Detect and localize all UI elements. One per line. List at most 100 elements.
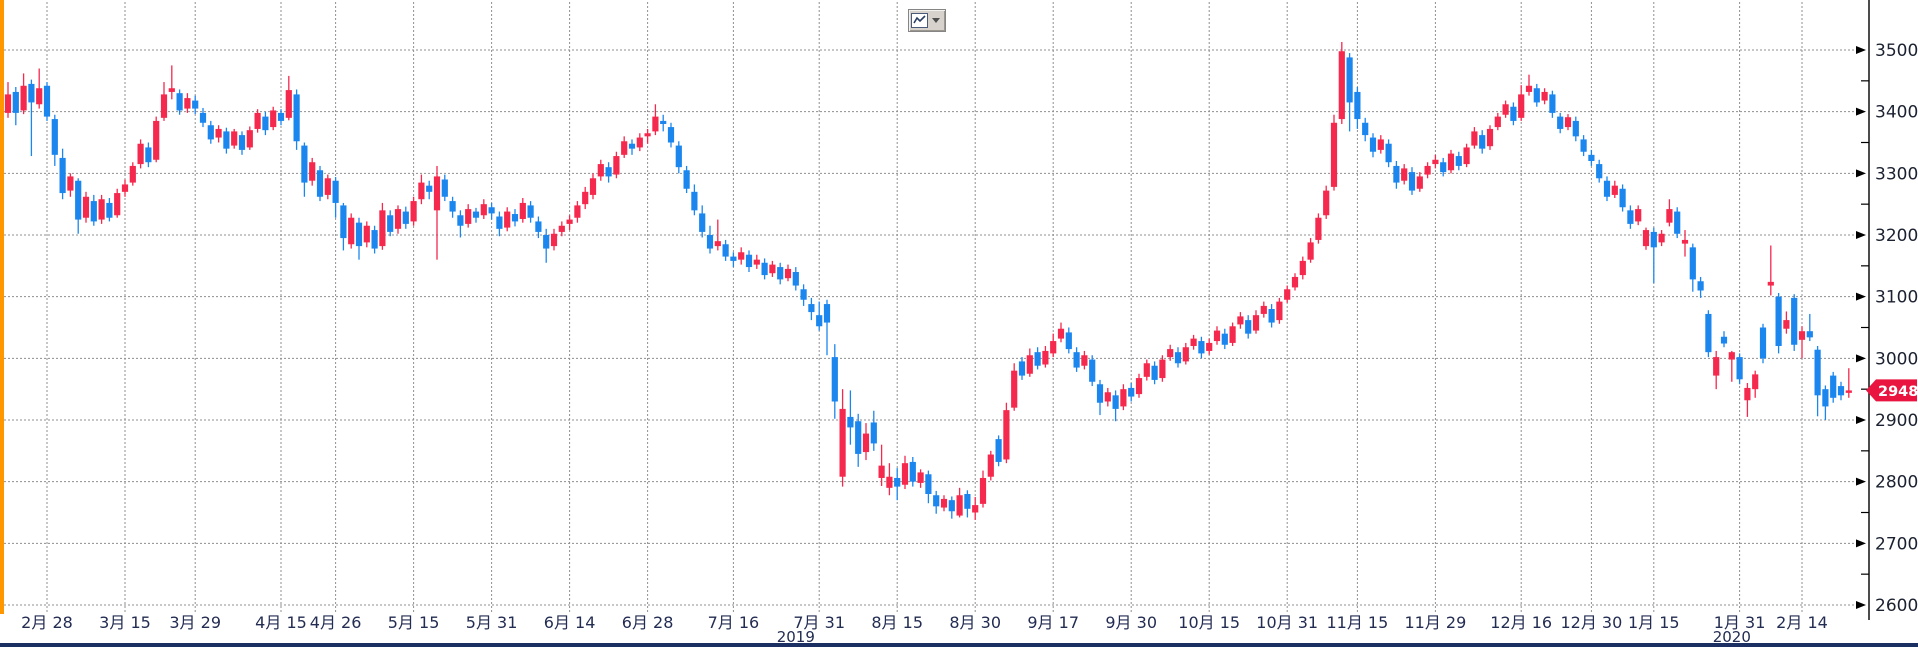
candle-body bbox=[168, 88, 175, 92]
candle-body bbox=[1362, 122, 1369, 136]
candle-body bbox=[1463, 147, 1470, 165]
candle-body bbox=[137, 143, 144, 165]
time-axis-label: 3月 15 bbox=[99, 613, 151, 632]
candle-body bbox=[808, 304, 815, 313]
candle-body bbox=[972, 505, 979, 513]
candle-body bbox=[1557, 116, 1564, 129]
candle-body bbox=[215, 128, 222, 138]
candle-body bbox=[1681, 239, 1689, 244]
candle-body bbox=[254, 112, 261, 129]
candle-body bbox=[1580, 139, 1587, 152]
candle-body bbox=[285, 90, 292, 118]
candle-body bbox=[184, 98, 191, 109]
candle-body bbox=[1190, 338, 1197, 346]
candle-body bbox=[1128, 387, 1135, 397]
candle-body bbox=[1073, 352, 1080, 368]
candle-body bbox=[1845, 390, 1852, 393]
candle-body bbox=[722, 244, 729, 257]
candle-body bbox=[855, 421, 862, 454]
candle-body bbox=[1533, 88, 1540, 103]
axis-tick-arrow bbox=[1856, 46, 1866, 54]
candle-body bbox=[1291, 276, 1299, 288]
candle-body bbox=[1510, 106, 1517, 121]
year-label: 2019 bbox=[777, 628, 815, 646]
candle-body bbox=[472, 211, 480, 218]
price-axis-label: 2800 bbox=[1875, 473, 1918, 493]
candle-body bbox=[964, 494, 971, 509]
candle-body bbox=[1744, 387, 1751, 401]
candle-body bbox=[847, 416, 854, 428]
candle-body bbox=[457, 215, 464, 226]
candle-body bbox=[675, 145, 682, 168]
candle-body bbox=[1471, 131, 1478, 146]
candle-body bbox=[644, 133, 651, 137]
time-axis-label: 12月 16 bbox=[1490, 613, 1552, 632]
candle-body bbox=[917, 472, 924, 483]
chevron-down-icon bbox=[931, 18, 940, 23]
candle-body bbox=[59, 157, 66, 194]
candle-body bbox=[246, 130, 253, 148]
candle-body bbox=[1346, 57, 1353, 103]
price-axis-label: 3000 bbox=[1875, 349, 1918, 369]
candle-body bbox=[886, 476, 893, 488]
candle-body bbox=[691, 191, 698, 211]
chart-type-dropdown[interactable] bbox=[930, 12, 941, 29]
candle-body bbox=[355, 222, 363, 247]
candle-body bbox=[1354, 91, 1361, 120]
candle-body bbox=[1245, 320, 1252, 334]
candle-body bbox=[1089, 359, 1096, 382]
candle-body bbox=[831, 357, 838, 402]
candle-body bbox=[761, 262, 768, 276]
candle-body bbox=[558, 225, 565, 232]
candle-body bbox=[1635, 209, 1642, 222]
chart-type-button[interactable] bbox=[908, 9, 946, 32]
candle-body bbox=[1479, 135, 1486, 149]
candle-body bbox=[293, 94, 300, 142]
price-axis-label: 2900 bbox=[1875, 411, 1918, 431]
candle-body bbox=[1713, 357, 1720, 376]
candle-body bbox=[1541, 91, 1548, 101]
candle-body bbox=[1299, 260, 1306, 276]
candle-body bbox=[106, 202, 113, 218]
left-accent-bar bbox=[0, 0, 4, 614]
candle-body bbox=[1518, 94, 1525, 118]
candle-body bbox=[1525, 85, 1533, 92]
candle-body bbox=[519, 202, 526, 219]
candle-body bbox=[199, 112, 207, 123]
time-axis-label: 8月 15 bbox=[871, 613, 923, 632]
candle-body bbox=[1182, 347, 1189, 362]
price-axis-label: 3300 bbox=[1875, 164, 1918, 184]
candle-body bbox=[1120, 389, 1127, 407]
candle-body bbox=[1315, 217, 1322, 240]
candle-body bbox=[894, 477, 901, 487]
candle-body bbox=[1206, 342, 1213, 351]
candle-body bbox=[301, 145, 308, 183]
candle-body bbox=[418, 182, 425, 200]
axis-tick-arrow bbox=[1856, 477, 1866, 486]
candle-body bbox=[1440, 162, 1447, 173]
candle-body bbox=[1588, 154, 1595, 161]
candle-body bbox=[948, 500, 955, 512]
candle-body bbox=[535, 221, 542, 232]
candle-body bbox=[262, 116, 269, 131]
axis-tick-arrow bbox=[1856, 416, 1866, 424]
candle-body bbox=[862, 433, 870, 453]
candle-body bbox=[1549, 94, 1556, 113]
candle-body bbox=[823, 304, 831, 323]
candle-body bbox=[129, 165, 136, 183]
candle-body bbox=[1034, 352, 1041, 366]
candle-body bbox=[987, 454, 994, 477]
candle-body bbox=[1650, 231, 1657, 248]
candle-body bbox=[332, 180, 339, 203]
candle-body bbox=[1627, 210, 1634, 224]
candle-body bbox=[1260, 305, 1267, 314]
candle-body bbox=[1268, 309, 1275, 323]
candle-body bbox=[316, 170, 324, 197]
candle-body bbox=[176, 93, 183, 111]
candle-body bbox=[979, 477, 987, 504]
candle-body bbox=[145, 147, 152, 163]
time-axis-label: 9月 17 bbox=[1027, 613, 1079, 632]
time-axis-label: 6月 28 bbox=[622, 613, 674, 632]
